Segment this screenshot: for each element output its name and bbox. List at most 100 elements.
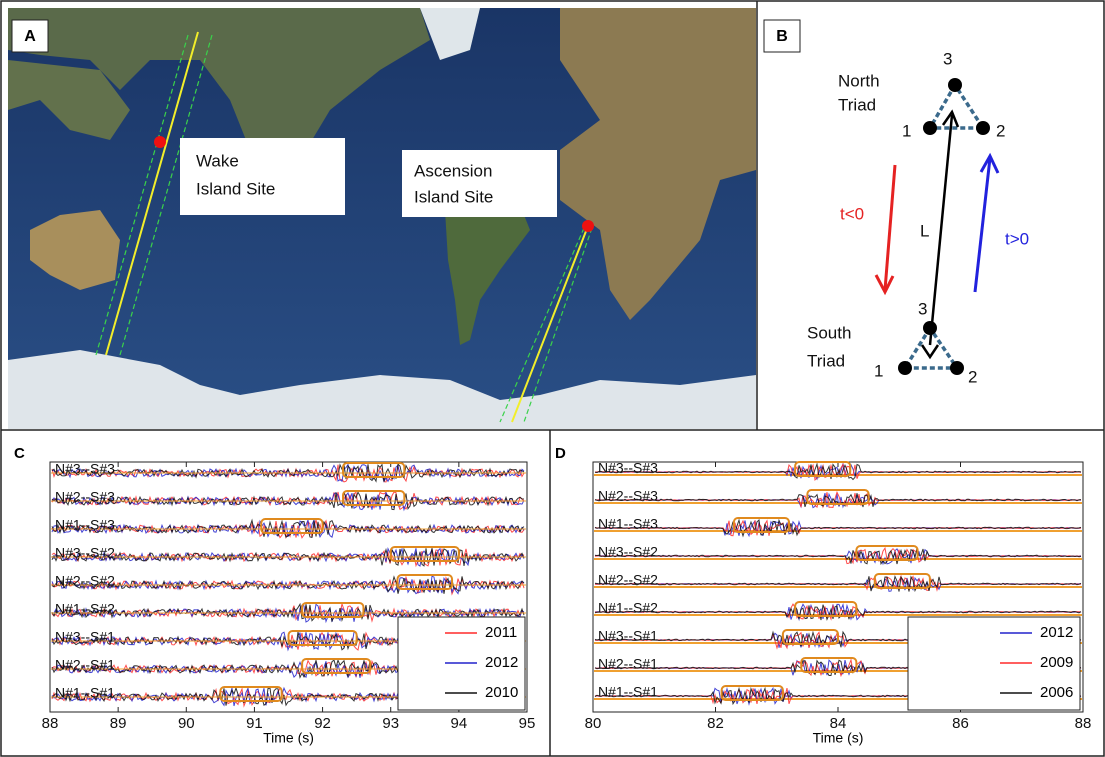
station xyxy=(976,121,990,135)
site-marker xyxy=(582,220,594,232)
legend-label: 2010 xyxy=(485,684,518,701)
node-label: 3 xyxy=(918,299,927,318)
triad-outline xyxy=(926,81,987,130)
station xyxy=(950,361,964,375)
site-box xyxy=(402,150,557,217)
site-label: Wake xyxy=(196,151,239,170)
node-label: 3 xyxy=(943,49,952,68)
trace-label: N#3--S#3 xyxy=(598,460,658,476)
land xyxy=(445,190,530,345)
trace-label: N#3--S#1 xyxy=(55,629,115,645)
triad-label: South xyxy=(807,323,851,342)
land xyxy=(30,210,120,290)
panel-label: A xyxy=(24,28,36,45)
waveform xyxy=(594,575,1082,593)
x-tick-label: 94 xyxy=(451,715,468,732)
time-window xyxy=(794,601,858,617)
x-tick-label: 93 xyxy=(382,715,399,732)
x-tick-label: 92 xyxy=(314,715,331,732)
great-circle xyxy=(511,225,589,423)
waveform xyxy=(51,547,525,567)
time-window xyxy=(342,490,406,506)
waveform xyxy=(594,604,1082,621)
arrow-neg xyxy=(883,164,897,291)
distance-label: L xyxy=(920,221,929,240)
legend-label: 2011 xyxy=(485,624,517,641)
trace-label: N#3--S#2 xyxy=(598,544,658,560)
station xyxy=(923,121,937,135)
time-window xyxy=(855,545,919,561)
great-circle xyxy=(105,31,199,356)
trace-label: N#3--S#1 xyxy=(598,628,658,644)
node-label: 1 xyxy=(874,361,883,380)
time-window xyxy=(301,658,372,674)
waveform xyxy=(51,491,525,511)
arrowhead xyxy=(920,344,940,360)
arrowhead xyxy=(941,109,960,128)
x-tick-label: 88 xyxy=(42,715,59,732)
legend-label: 2006 xyxy=(1040,684,1073,701)
great-circle-bound xyxy=(523,227,593,423)
trace-label: N#2--S#1 xyxy=(55,657,115,673)
panel-label: D xyxy=(555,445,566,462)
site-box xyxy=(180,138,345,215)
node-label: 1 xyxy=(902,121,911,140)
triad-label: Triad xyxy=(838,95,876,114)
arrow-pos xyxy=(973,157,992,293)
map: Wake Island Site Ascension Island Site A xyxy=(8,8,756,429)
time-window xyxy=(219,686,283,702)
legend xyxy=(907,616,1081,711)
site-label: Ascension xyxy=(414,161,492,180)
triad-outline xyxy=(901,324,961,370)
antarctica xyxy=(8,350,756,429)
site-label: Island Site xyxy=(414,187,493,206)
time-window xyxy=(781,629,839,645)
x-tick-label: 95 xyxy=(519,715,536,732)
waveform-chart: C 88 89 90 91 92 93 94 95 Time (s) N#3--S#3 N#2--S#… xyxy=(14,445,535,746)
node-label: 2 xyxy=(996,121,1005,140)
triad-label: Triad xyxy=(807,351,845,370)
trace-label: N#1--S#1 xyxy=(55,685,115,701)
x-axis-label: Time (s) xyxy=(813,730,864,746)
waveform xyxy=(51,518,525,539)
trace-label: N#2--S#1 xyxy=(598,656,658,672)
great-circle-bound xyxy=(499,227,585,423)
time-window xyxy=(720,685,784,701)
site-marker xyxy=(154,136,166,148)
site-label: Island Site xyxy=(196,179,275,198)
trace-label: N#1--S#2 xyxy=(598,600,658,616)
time-window xyxy=(260,518,324,534)
x-tick-label: 89 xyxy=(110,715,127,732)
pos-label: t>0 xyxy=(1005,229,1029,248)
time-window xyxy=(800,657,858,673)
trace-label: N#1--S#1 xyxy=(598,684,658,700)
time-window xyxy=(287,630,358,646)
land xyxy=(420,8,480,60)
triad-label: North xyxy=(838,71,880,90)
arrowhead xyxy=(874,274,895,296)
panel-label-box xyxy=(763,19,801,53)
x-tick-label: 90 xyxy=(178,715,195,732)
station xyxy=(923,321,937,335)
panel-label: C xyxy=(14,445,25,462)
waveform xyxy=(51,575,525,594)
station xyxy=(948,78,962,92)
arrowhead xyxy=(979,152,1000,174)
trace-label: N#2--S#2 xyxy=(55,573,115,589)
legend-label: 2009 xyxy=(1040,654,1073,671)
land xyxy=(8,60,130,140)
time-window xyxy=(873,573,931,589)
legend-label: 2012 xyxy=(485,654,518,671)
waveform xyxy=(594,462,1082,481)
waveform-chart: D 80 82 84 86 88 Time (s) N#3--S#3 N#2--S#3 N#1--… xyxy=(555,445,1091,746)
trace-label: N#1--S#3 xyxy=(598,516,658,532)
trace-label: N#2--S#2 xyxy=(598,572,658,588)
x-tick-label: 86 xyxy=(952,715,969,732)
panel-label: B xyxy=(776,28,788,45)
x-tick-label: 84 xyxy=(830,715,847,732)
x-axis-label: Time (s) xyxy=(263,730,314,746)
path-line xyxy=(928,114,954,346)
time-window xyxy=(396,574,454,590)
time-window xyxy=(342,462,406,478)
